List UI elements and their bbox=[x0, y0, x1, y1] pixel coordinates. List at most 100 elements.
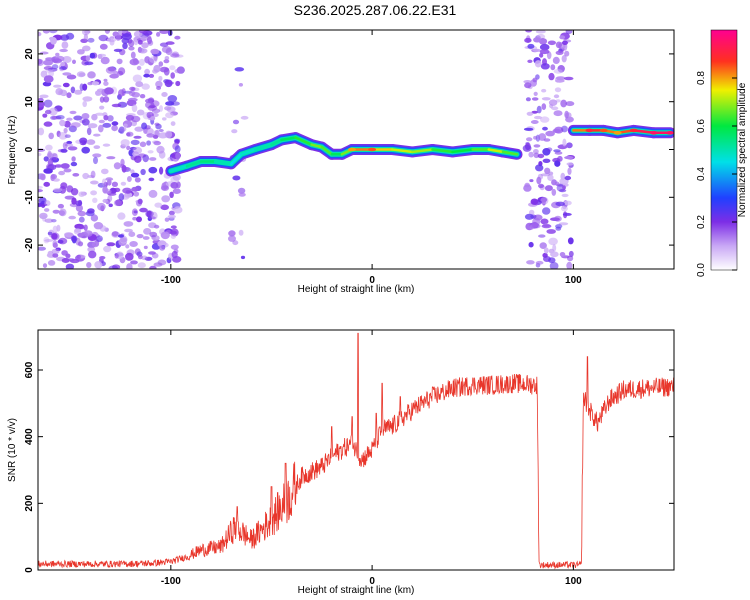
noise-blob bbox=[92, 197, 98, 203]
ridge-peak bbox=[629, 128, 638, 133]
noise-blob bbox=[130, 172, 140, 178]
noise-blob bbox=[544, 185, 553, 192]
noise-blob bbox=[105, 177, 114, 181]
ridge-segment bbox=[240, 148, 257, 156]
noise-blob bbox=[123, 123, 128, 128]
colorbar: 0.0 0.2 0.4 0.6 0.8 Normalized spectral ampl… bbox=[696, 29, 748, 277]
noise-blob bbox=[38, 101, 45, 108]
noise-blob bbox=[550, 217, 560, 221]
noise-blob bbox=[90, 170, 96, 179]
noise-blob bbox=[118, 67, 126, 75]
noise-blob bbox=[115, 33, 121, 41]
noise-blob bbox=[161, 92, 168, 97]
noise-blob bbox=[111, 231, 119, 237]
noise-blob bbox=[38, 31, 42, 37]
noise-blob bbox=[524, 213, 534, 220]
noise-blob bbox=[527, 43, 535, 49]
noise-blob bbox=[111, 121, 119, 126]
noise-blob bbox=[123, 221, 134, 227]
noise-blob bbox=[560, 205, 568, 212]
noise-blob bbox=[169, 191, 174, 198]
noise-blob bbox=[42, 30, 50, 34]
noise-blob bbox=[82, 172, 90, 180]
noise-blob bbox=[132, 74, 143, 83]
noise-blob bbox=[118, 234, 124, 238]
noise-blob bbox=[148, 251, 156, 255]
noise-blob bbox=[130, 260, 138, 265]
noise-blob bbox=[92, 153, 102, 158]
noise-blob bbox=[145, 210, 154, 218]
spectrogram-noise bbox=[38, 30, 575, 269]
noise-blob bbox=[153, 141, 161, 146]
noise-blob bbox=[170, 121, 176, 126]
ridge-peak bbox=[649, 131, 658, 135]
noise-blob bbox=[547, 40, 557, 46]
spectrogram-y-ticks: -20 -10 0 10 20 bbox=[24, 48, 674, 252]
noise-blob bbox=[151, 108, 161, 114]
noise-blob bbox=[133, 135, 142, 139]
noise-blob bbox=[159, 166, 164, 175]
noise-blob bbox=[555, 50, 564, 55]
noise-blob bbox=[549, 262, 559, 269]
noise-blob bbox=[148, 166, 158, 174]
noise-blob bbox=[146, 133, 155, 138]
noise-blob bbox=[45, 57, 54, 61]
noise-blob bbox=[111, 181, 118, 187]
noise-blob bbox=[159, 245, 166, 251]
noise-blob bbox=[523, 80, 532, 84]
noise-blob bbox=[148, 216, 156, 220]
noise-blob bbox=[82, 30, 90, 36]
noise-blob bbox=[149, 56, 158, 63]
noise-blob bbox=[163, 67, 170, 76]
noise-blob bbox=[86, 127, 92, 136]
noise-blob bbox=[532, 77, 538, 83]
noise-blob bbox=[548, 72, 555, 81]
noise-blob bbox=[94, 261, 103, 269]
noise-blob bbox=[58, 170, 65, 176]
noise-blob bbox=[138, 58, 145, 66]
noise-blob bbox=[541, 88, 547, 93]
noise-blob bbox=[143, 73, 150, 78]
ridge-segment bbox=[310, 143, 324, 149]
noise-blob bbox=[551, 188, 557, 196]
noise-blob bbox=[67, 146, 78, 151]
noise-blob bbox=[538, 133, 547, 141]
colorbar-tick-label: 0.8 bbox=[696, 71, 707, 85]
ridge-peak bbox=[613, 131, 622, 135]
noise-blob bbox=[64, 134, 71, 138]
noise-blob bbox=[169, 230, 177, 235]
ridge-peak bbox=[666, 131, 674, 135]
noise-blob bbox=[165, 112, 174, 119]
noise-blob bbox=[143, 228, 152, 235]
noise-blob bbox=[158, 75, 163, 82]
noise-blob bbox=[103, 78, 108, 82]
noise-blob bbox=[137, 262, 146, 269]
noise-blob bbox=[52, 58, 62, 64]
noise-blob bbox=[55, 88, 63, 96]
noise-blob bbox=[132, 146, 143, 154]
snr-x-axis-label: Height of straight line (km) bbox=[298, 585, 415, 596]
noise-blob bbox=[43, 121, 53, 127]
noise-blob bbox=[143, 245, 148, 250]
noise-blob bbox=[52, 225, 58, 234]
noise-blob bbox=[43, 75, 54, 83]
noise-blob bbox=[534, 115, 542, 120]
noise-blob bbox=[44, 208, 50, 212]
noise-blob bbox=[535, 30, 546, 34]
noise-blob bbox=[93, 222, 104, 230]
noise-blob bbox=[564, 50, 570, 57]
noise-blob bbox=[118, 126, 125, 134]
noise-blob bbox=[149, 231, 158, 238]
noise-blob bbox=[539, 52, 544, 58]
noise-blob bbox=[540, 218, 549, 225]
noise-blob bbox=[554, 160, 561, 167]
noise-blob bbox=[567, 255, 574, 262]
noise-blob bbox=[60, 182, 68, 190]
noise-blob bbox=[164, 106, 172, 111]
noise-blob bbox=[545, 130, 555, 137]
noise-blob bbox=[142, 236, 150, 240]
noise-blob bbox=[559, 35, 566, 40]
noise-blob bbox=[79, 83, 84, 92]
spectrogram-y-axis-label: Frequency (Hz) bbox=[7, 116, 18, 185]
noise-blob bbox=[111, 103, 122, 108]
